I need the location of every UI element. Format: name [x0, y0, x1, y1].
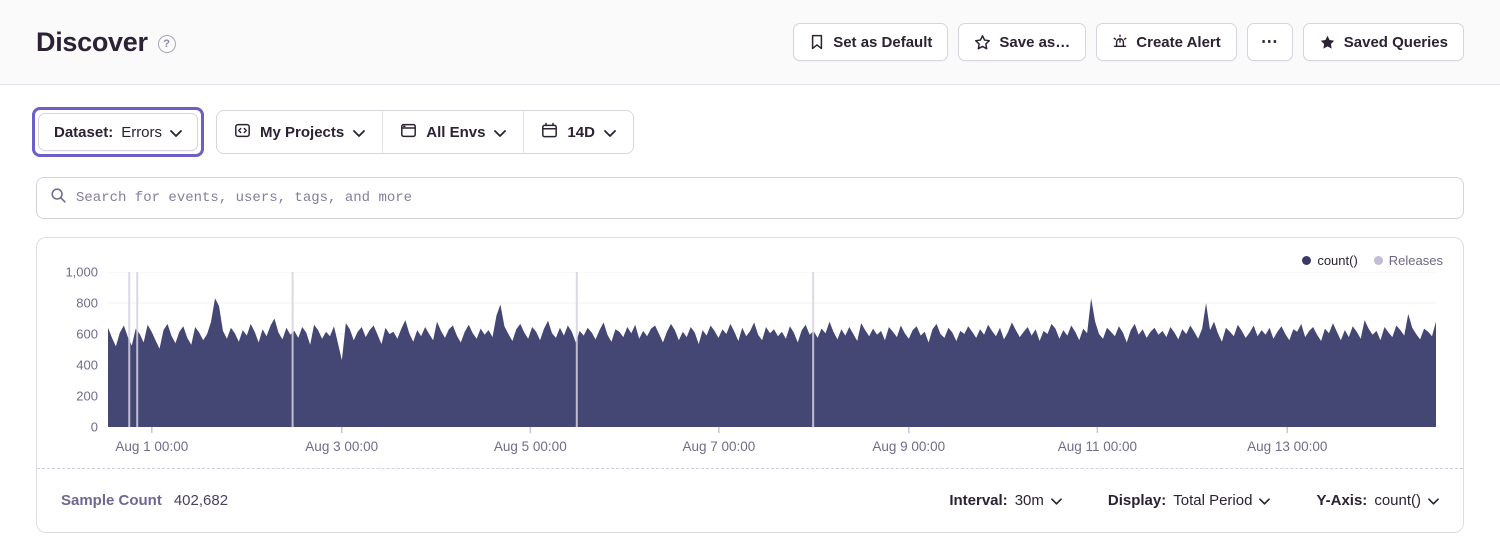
- events-chart-card: count() Releases 0 200 400 600 800 1,000…: [36, 237, 1464, 533]
- save-as-button[interactable]: Save as…: [958, 23, 1087, 61]
- siren-icon: [1112, 34, 1128, 50]
- x-tick: Aug 7 00:00: [682, 439, 756, 454]
- y-axis-value: count(): [1374, 492, 1421, 509]
- sample-count: Sample Count 402,682: [61, 492, 228, 509]
- y-tick: 200: [76, 388, 98, 404]
- interval-value: 30m: [1014, 492, 1044, 509]
- releases-dot: [1373, 255, 1383, 265]
- y-tick: 400: [76, 357, 98, 373]
- legend-releases-label: Releases: [1388, 252, 1443, 268]
- projects-selector[interactable]: My Projects: [217, 111, 383, 153]
- create-alert-label: Create Alert: [1136, 33, 1221, 51]
- page-title: Discover: [36, 26, 148, 57]
- chevron-down-icon: [1050, 498, 1062, 505]
- filter-bar: Dataset: Errors My Projects: [0, 85, 1500, 157]
- chevron-down-icon: [353, 129, 366, 137]
- star-outline-icon: [974, 34, 991, 51]
- y-tick: 1,000: [65, 264, 98, 280]
- search-icon: [50, 187, 67, 209]
- display-value: Total Period: [1173, 492, 1253, 509]
- x-tick: Aug 9 00:00: [872, 439, 946, 454]
- y-tick: 600: [76, 326, 98, 342]
- search-box[interactable]: [36, 177, 1464, 219]
- y-axis-labels: 0 200 400 600 800 1,000: [37, 265, 108, 435]
- date-range-selector[interactable]: 14D: [524, 111, 633, 153]
- chevron-down-icon: [1428, 498, 1439, 505]
- dataset-value: Errors: [121, 123, 163, 141]
- error-count-chart[interactable]: [108, 272, 1436, 434]
- search-row: [0, 157, 1500, 219]
- sample-count-label: Sample Count: [61, 492, 162, 509]
- y-axis-selector[interactable]: Y-Axis: count(): [1316, 492, 1439, 509]
- page-header: Discover ? Set as Default Save as… Creat…: [0, 0, 1500, 85]
- projects-label: My Projects: [260, 123, 345, 141]
- saved-queries-label: Saved Queries: [1343, 33, 1448, 51]
- save-as-label: Save as…: [999, 33, 1071, 51]
- legend-item-releases[interactable]: Releases: [1373, 252, 1443, 268]
- window-icon: [400, 122, 417, 143]
- environment-selector[interactable]: All Envs: [383, 111, 524, 153]
- help-icon[interactable]: ?: [157, 35, 176, 53]
- chart-controls: Interval: 30m Display: Total Period Y-Ax…: [949, 492, 1439, 509]
- legend-item-count[interactable]: count(): [1302, 252, 1358, 268]
- create-alert-button[interactable]: Create Alert: [1096, 23, 1237, 61]
- more-options-button[interactable]: ⋯: [1246, 23, 1293, 61]
- sample-count-value: 402,682: [173, 492, 229, 509]
- divider: [382, 111, 384, 153]
- chevron-down-icon: [1259, 498, 1271, 505]
- projects-icon: [234, 122, 251, 143]
- interval-selector[interactable]: Interval: 30m: [949, 492, 1062, 509]
- environment-label: All Envs: [426, 123, 486, 141]
- x-tick: Aug 11 00:00: [1057, 439, 1138, 454]
- interval-label: Interval:: [949, 492, 1008, 509]
- saved-queries-button[interactable]: Saved Queries: [1302, 23, 1464, 61]
- legend-count-label: count(): [1317, 252, 1358, 268]
- chart-footer: Sample Count 402,682 Interval: 30m Displ…: [37, 468, 1463, 532]
- divider: [523, 111, 525, 153]
- set-as-default-label: Set as Default: [833, 33, 933, 51]
- x-tick: Aug 1 00:00: [115, 439, 189, 454]
- chevron-down-icon: [170, 129, 182, 137]
- display-label: Display:: [1107, 492, 1167, 509]
- x-axis-labels: Aug 1 00:00 Aug 3 00:00 Aug 5 00:00 Aug …: [108, 436, 1436, 462]
- dataset-focus-ring: Dataset: Errors: [32, 107, 205, 157]
- header-actions: Set as Default Save as… Create Alert ⋯ S…: [793, 23, 1464, 61]
- display-selector[interactable]: Display: Total Period: [1108, 492, 1271, 509]
- x-tick: Aug 5 00:00: [493, 439, 567, 454]
- dataset-selector[interactable]: Dataset: Errors: [38, 113, 199, 151]
- ellipsis-icon: ⋯: [1260, 32, 1279, 51]
- x-tick: Aug 3 00:00: [305, 439, 379, 454]
- y-tick: 0: [90, 419, 98, 435]
- calendar-icon: [541, 122, 558, 143]
- search-input[interactable]: [76, 190, 1450, 206]
- date-range-label: 14D: [567, 123, 595, 141]
- y-tick: 800: [76, 295, 98, 311]
- chart-area: 0 200 400 600 800 1,000: [37, 265, 1463, 435]
- chevron-down-icon: [494, 129, 507, 137]
- bookmark-icon: [809, 34, 825, 50]
- page-filter-group: My Projects All Envs 14D: [216, 110, 634, 154]
- chart-legend: count() Releases: [37, 238, 1463, 272]
- y-axis-label: Y-Axis:: [1316, 492, 1368, 509]
- star-filled-icon: [1319, 34, 1336, 51]
- set-as-default-button[interactable]: Set as Default: [793, 23, 949, 61]
- x-tick: Aug 13 00:00: [1247, 439, 1328, 454]
- dataset-label: Dataset:: [54, 123, 114, 141]
- count-series-dot: [1302, 255, 1312, 265]
- chevron-down-icon: [604, 129, 616, 137]
